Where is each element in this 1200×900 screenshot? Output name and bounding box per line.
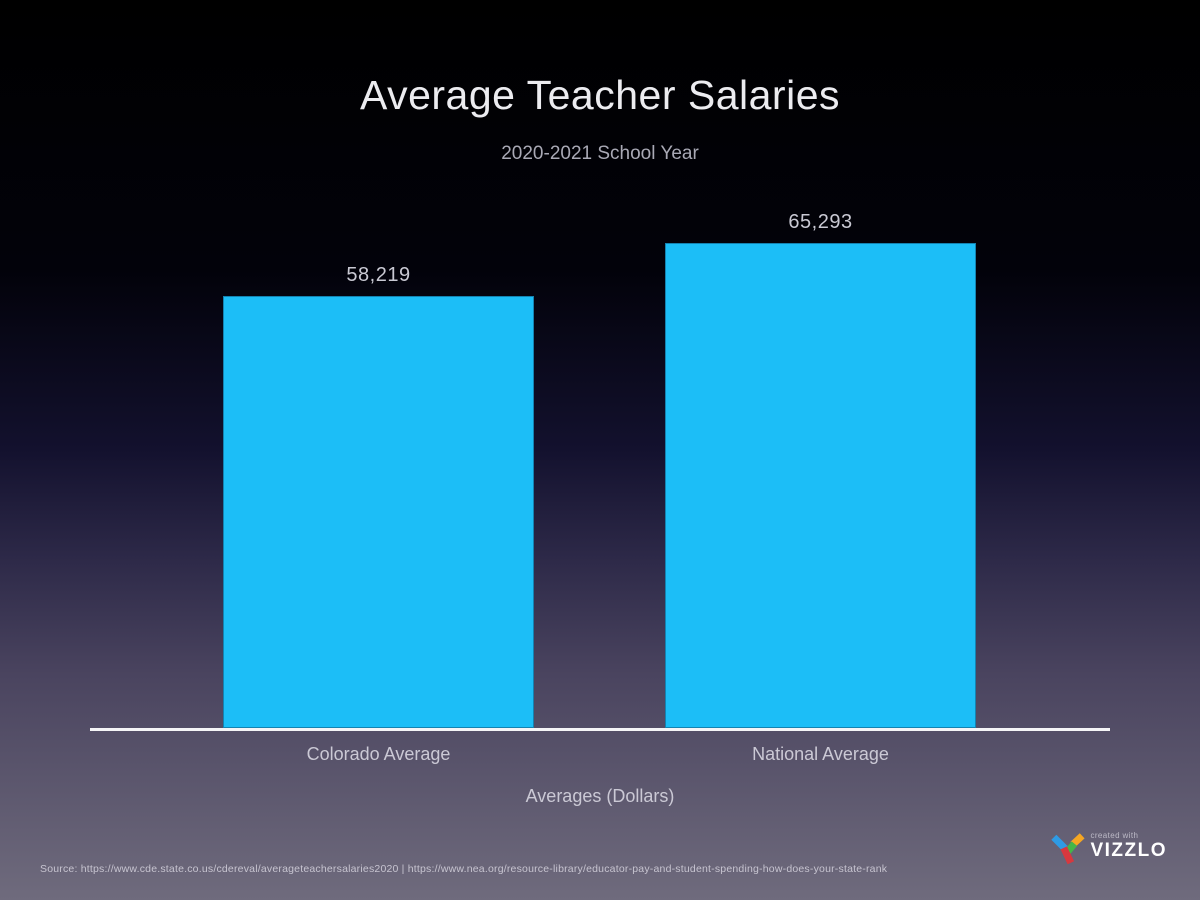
bar-value-label-colorado: 58,219 bbox=[346, 264, 411, 286]
logo-tagline: created with bbox=[1090, 831, 1139, 840]
bar-national bbox=[665, 243, 976, 728]
x-axis-line bbox=[90, 728, 1110, 731]
category-label-national: National Average bbox=[752, 744, 889, 764]
vizzlo-logo: created with VIZZLO bbox=[1051, 831, 1167, 867]
logo-brand: VIZZLO bbox=[1090, 840, 1167, 861]
bar-column-colorado: 58,219 bbox=[223, 264, 534, 728]
source-text: Source: https://www.cde.state.co.us/cder… bbox=[40, 863, 888, 875]
bar-column-national: 65,293 bbox=[665, 211, 976, 728]
bar-value-label-national: 65,293 bbox=[788, 211, 853, 233]
vizzlo-mark-icon bbox=[1051, 833, 1086, 865]
vizzlo-logo-text: created with VIZZLO bbox=[1090, 831, 1167, 860]
category-label-colorado: Colorado Average bbox=[306, 744, 451, 764]
chart-title: Average Teacher Salaries bbox=[360, 72, 840, 118]
chart-subtitle: 2020-2021 School Year bbox=[501, 143, 699, 164]
bar-colorado bbox=[223, 296, 534, 728]
x-axis-title: Averages (Dollars) bbox=[525, 786, 675, 806]
